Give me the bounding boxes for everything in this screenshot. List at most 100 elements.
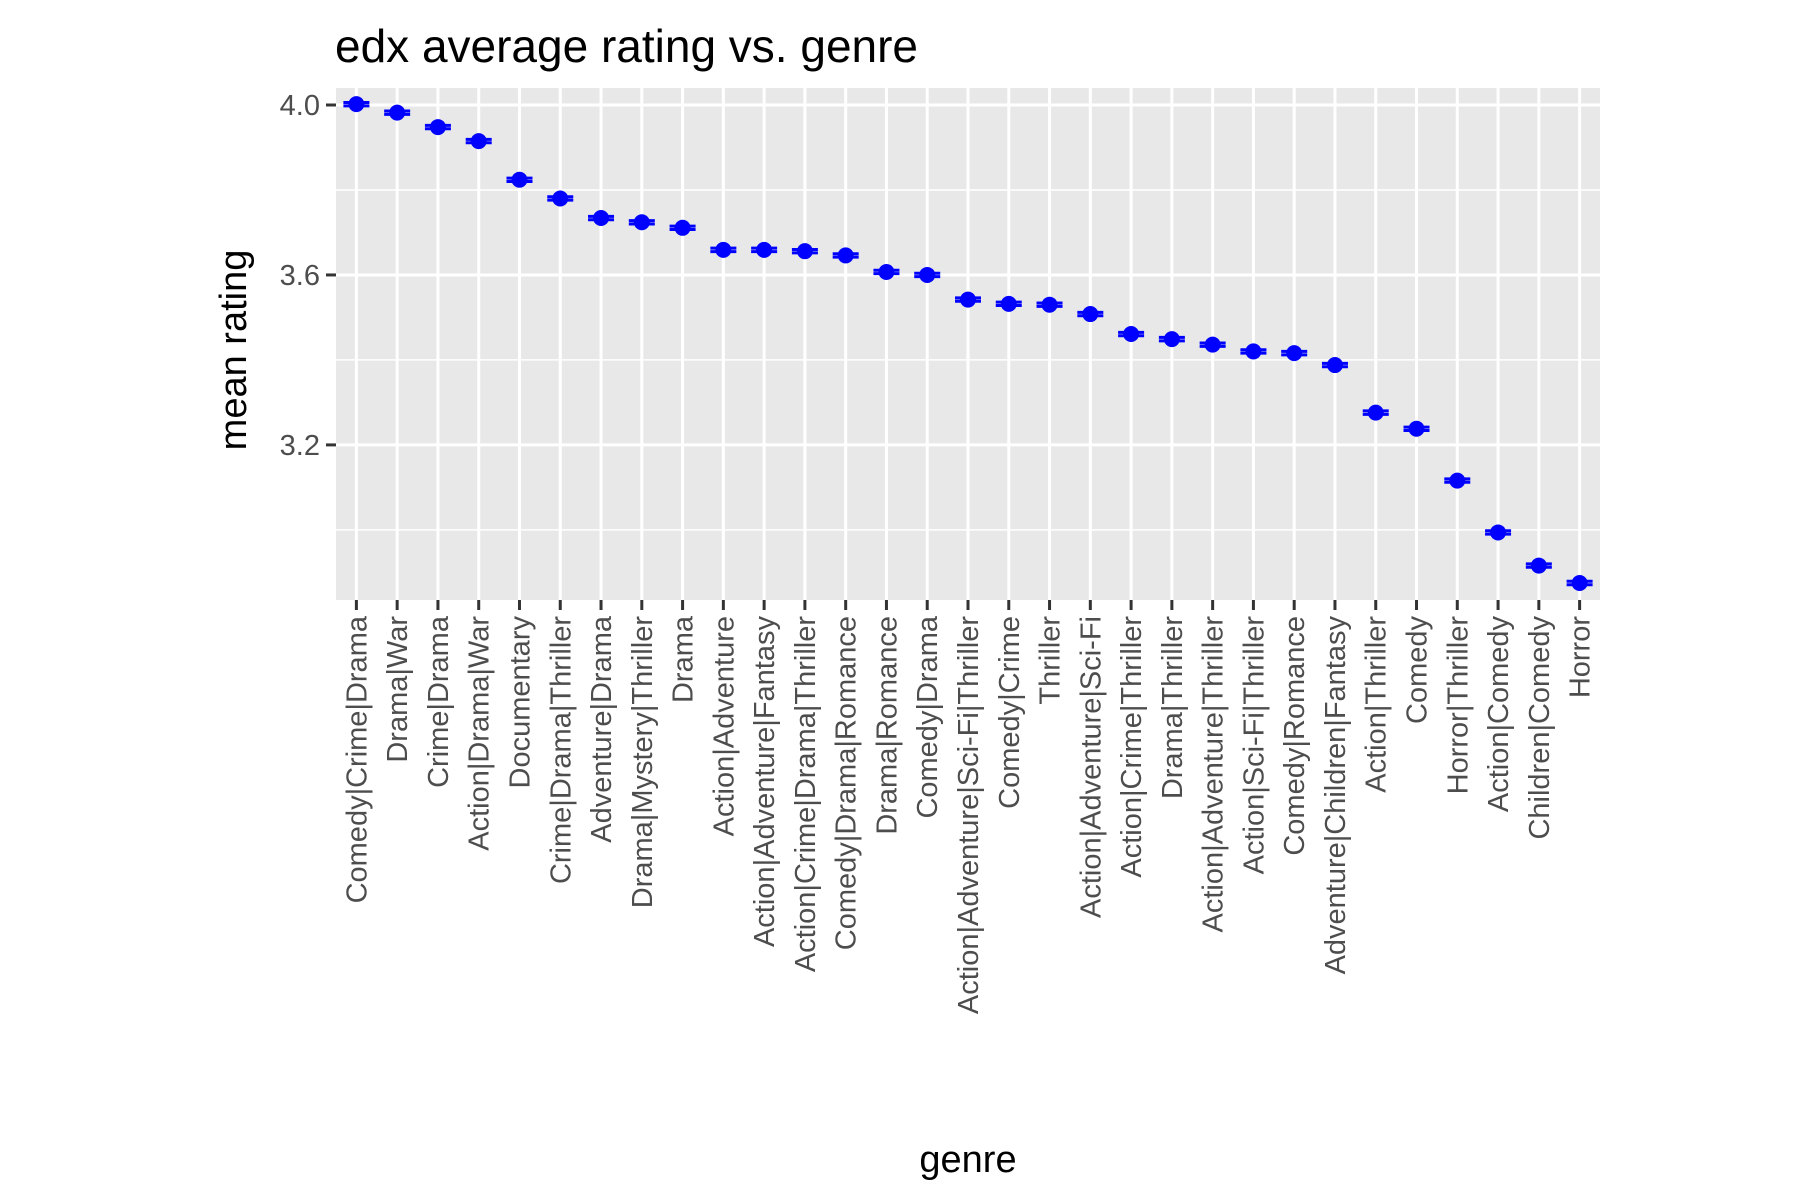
data-point-group xyxy=(832,247,859,264)
data-point-group xyxy=(710,241,737,258)
data-point-group xyxy=(506,171,533,188)
data-point-group xyxy=(465,133,492,150)
data-point-group xyxy=(1077,306,1104,323)
x-tick-label: Action|Adventure|Fantasy xyxy=(749,616,781,948)
data-point-group xyxy=(1566,575,1593,592)
data-point xyxy=(633,214,650,231)
x-tick-label: Action|Crime|Drama|Thriller xyxy=(790,616,822,972)
data-point-group xyxy=(1485,524,1512,541)
x-tick-label: Crime|Drama|Thriller xyxy=(545,616,577,884)
x-tick-label: Comedy|Crime xyxy=(994,616,1026,809)
x-tick-label: Comedy xyxy=(1402,616,1434,724)
data-point xyxy=(511,171,528,188)
data-point xyxy=(348,96,365,113)
data-point-group xyxy=(1158,331,1185,348)
data-point-group xyxy=(343,96,370,113)
data-point xyxy=(715,241,732,258)
x-tick-label: Documentary xyxy=(504,616,536,789)
data-point xyxy=(1408,420,1425,437)
data-point xyxy=(837,247,854,264)
x-tick-label: Horror xyxy=(1565,616,1597,699)
data-point xyxy=(1286,345,1303,362)
data-point xyxy=(470,133,487,150)
y-axis: 3.2 3.6 4.0 xyxy=(280,90,336,462)
data-point-group xyxy=(669,219,696,236)
data-point xyxy=(1000,295,1017,312)
x-tick-label: Adventure|Children|Fantasy xyxy=(1320,616,1352,975)
data-point xyxy=(1245,343,1262,360)
data-point-group xyxy=(1240,343,1267,360)
data-point xyxy=(1163,331,1180,348)
data-point xyxy=(1326,357,1343,374)
x-tick-label: Drama xyxy=(668,615,700,703)
y-tick-label: 3.2 xyxy=(280,430,320,462)
data-point xyxy=(552,190,569,207)
x-tick-label: Drama|Mystery|Thriller xyxy=(627,616,659,909)
x-tick-label: Action|Drama|War xyxy=(464,616,496,851)
data-point xyxy=(1367,404,1384,421)
data-point xyxy=(674,219,691,236)
data-point-group xyxy=(424,119,451,136)
data-point-group xyxy=(914,266,941,283)
x-tick-label: Action|Sci-Fi|Thriller xyxy=(1238,616,1270,875)
data-point xyxy=(1204,336,1221,353)
y-tick-label: 3.6 xyxy=(280,260,320,292)
data-point-group xyxy=(1118,326,1145,343)
x-tick-label: Drama|Thriller xyxy=(1157,616,1189,800)
x-axis: Comedy|Crime|Drama Drama|War Crime|Drama Ac… xyxy=(341,600,1597,1014)
data-point xyxy=(919,266,936,283)
x-tick-label: Adventure|Drama xyxy=(586,615,618,843)
x-tick-label: Comedy|Drama|Romance xyxy=(831,616,863,950)
data-point xyxy=(1041,296,1058,313)
x-tick-label: Comedy|Drama xyxy=(912,615,944,818)
data-point xyxy=(1571,575,1588,592)
data-point xyxy=(756,241,773,258)
data-point-group xyxy=(547,190,574,207)
y-axis-title: mean rating xyxy=(213,250,255,451)
data-point xyxy=(593,210,610,227)
x-tick-label: Action|Comedy xyxy=(1483,616,1515,813)
x-tick-label: Thriller xyxy=(1035,616,1067,705)
data-point-group xyxy=(995,295,1022,312)
data-point xyxy=(1123,326,1140,343)
x-tick-label: Horror|Thriller xyxy=(1442,616,1474,795)
data-point-group xyxy=(588,210,615,227)
x-tick-label: Comedy|Romance xyxy=(1279,616,1311,856)
chart-title: edx average rating vs. genre xyxy=(335,20,918,72)
data-point-group xyxy=(1403,420,1430,437)
x-axis-title: genre xyxy=(919,1139,1016,1181)
x-tick-label: Comedy|Crime|Drama xyxy=(341,615,373,903)
y-tick-label: 4.0 xyxy=(280,90,320,122)
data-point-group xyxy=(1321,357,1348,374)
data-point xyxy=(796,243,813,260)
data-point-group xyxy=(1199,336,1226,353)
data-point xyxy=(429,119,446,136)
x-tick-label: Action|Thriller xyxy=(1361,616,1393,793)
data-point-group xyxy=(1525,557,1552,574)
x-tick-label: Children|Comedy xyxy=(1524,616,1556,840)
x-tick-label: Drama|War xyxy=(382,616,414,763)
x-tick-label: Action|Adventure|Thriller xyxy=(1198,616,1230,933)
data-point-group xyxy=(873,263,900,280)
x-tick-label: Drama|Romance xyxy=(871,616,903,835)
x-tick-label: Action|Adventure xyxy=(708,616,740,836)
data-point xyxy=(389,104,406,121)
data-point xyxy=(878,263,895,280)
data-point-group xyxy=(628,214,655,231)
major-gridlines xyxy=(336,88,1600,600)
data-point-group xyxy=(1444,472,1471,489)
data-point xyxy=(1490,524,1507,541)
data-point-group xyxy=(384,104,411,121)
x-tick-label: Crime|Drama xyxy=(423,615,455,788)
data-point-group xyxy=(791,243,818,260)
data-point-group xyxy=(1281,345,1308,362)
data-point-group xyxy=(1362,404,1389,421)
x-tick-label: Action|Crime|Thriller xyxy=(1116,616,1148,878)
data-point-group xyxy=(1036,296,1063,313)
data-point-group xyxy=(751,241,778,258)
data-points xyxy=(343,96,1593,592)
data-point xyxy=(1082,306,1099,323)
x-tick-label: Action|Adventure|Sci-Fi|Thriller xyxy=(953,616,985,1014)
data-point-group xyxy=(955,291,981,308)
